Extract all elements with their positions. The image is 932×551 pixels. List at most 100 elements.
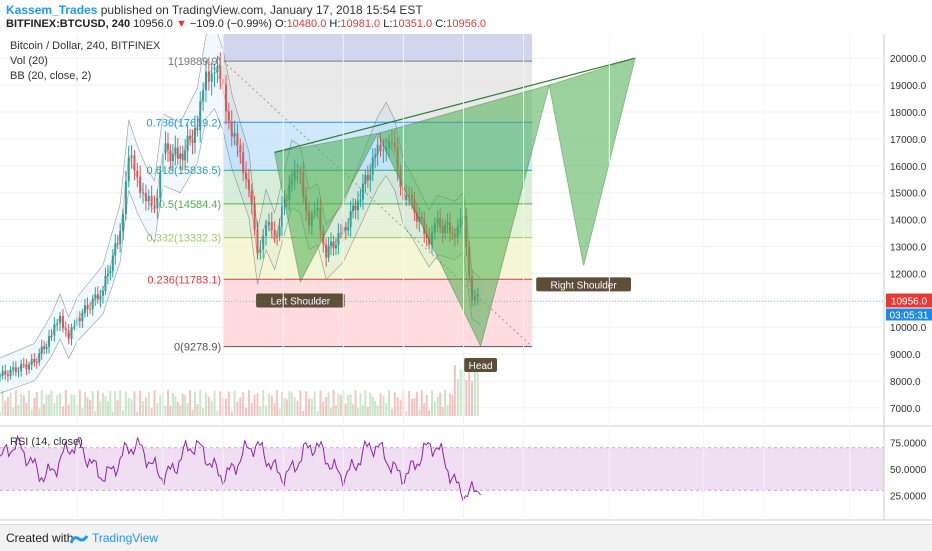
candle-body [43, 346, 46, 349]
volume-bar [302, 410, 305, 416]
candle-body [278, 226, 281, 236]
volume-bar [116, 400, 119, 416]
y-tick-label: 19000.0 [890, 81, 927, 92]
volume-bar [288, 391, 291, 416]
volume-bar [471, 381, 474, 416]
fib-level-label: 0(9278.9) [174, 342, 221, 354]
rsi-tick-label: 75.0000 [890, 439, 927, 450]
candle-body [91, 298, 94, 310]
volume-bar [415, 391, 418, 416]
volume-bar [171, 393, 174, 416]
volume-bar [354, 390, 357, 416]
bollinger-legend: BB (20, close, 2) [10, 70, 92, 82]
candle-body [189, 135, 192, 140]
volume-bar [259, 405, 262, 416]
volume-bar [33, 397, 36, 416]
volume-bar [104, 396, 107, 416]
low-label: L: [383, 18, 393, 30]
volume-bar [142, 400, 145, 416]
volume-bar [166, 390, 169, 416]
candle-body [14, 367, 17, 373]
candle-body [142, 192, 145, 194]
price-chart[interactable]: 20000.0 19000.0 18000.0 17000.0 16000.0 15000… [0, 23, 932, 537]
volume-bar [359, 393, 362, 416]
volume-bar [242, 392, 245, 416]
volume-bar [81, 407, 84, 416]
volume-bar [293, 397, 296, 416]
candle-body [124, 181, 127, 214]
volume-bar [202, 408, 205, 416]
close-value: 10956.0 [446, 18, 486, 30]
candle-body [253, 203, 256, 230]
volume-bar [313, 391, 316, 416]
volume-bar [305, 391, 308, 416]
chart-area[interactable]: 20000.0 19000.0 18000.0 17000.0 16000.0 15000… [0, 23, 932, 537]
volume-bar [376, 405, 379, 416]
candle-body [169, 150, 172, 162]
y-tick-label: 13000.0 [890, 243, 927, 254]
volume-bar [352, 404, 355, 416]
volume-bar [278, 408, 281, 416]
candle-body [122, 213, 125, 232]
publish-line: Kassem_Trades published on TradingView.c… [6, 3, 423, 17]
volume-bar [48, 394, 51, 416]
volume-bar [357, 408, 360, 416]
candle-body [174, 147, 177, 155]
candle-body [109, 271, 112, 274]
candle-body [17, 370, 20, 373]
candle-body [376, 144, 379, 155]
candle-body [339, 232, 342, 234]
author-link[interactable]: Kassem_Trades [6, 3, 98, 17]
volume-bar [267, 393, 270, 416]
volume-bar [0, 412, 1, 416]
quote-line: BITFINEX:BTCUSD, 240 10956.0 ▼ −109.0 (−… [6, 18, 486, 30]
volume-bar [101, 392, 104, 416]
volume-bar [35, 391, 38, 416]
candle-body [48, 336, 51, 347]
volume-bar [273, 403, 276, 416]
fib-zone-top [223, 34, 533, 62]
volume-bar [122, 410, 125, 416]
volume-bar [396, 397, 399, 416]
volume-bar [388, 390, 391, 416]
volume-bar [99, 401, 102, 416]
volume-bar [91, 391, 94, 416]
candle-body [233, 133, 236, 137]
candle-body [147, 195, 150, 201]
candle-body [89, 308, 92, 310]
last-price: 10956.0 [133, 18, 173, 30]
volume-legend: Vol (20) [10, 55, 48, 67]
publish-header: Kassem_Trades published on TradingView.c… [0, 0, 932, 34]
close-label: C: [435, 18, 447, 30]
candle-body [361, 183, 364, 200]
volume-bar [366, 406, 369, 416]
price-badge-value: 10956.0 [891, 297, 928, 308]
volume-bar [45, 394, 48, 416]
candle-body [70, 326, 73, 339]
volume-bar [253, 394, 256, 416]
candle-body [50, 335, 53, 337]
volume-bar [179, 404, 182, 416]
volume-bar [106, 401, 109, 416]
candle-body [73, 325, 76, 327]
candle-body [116, 243, 119, 245]
volume-bar [337, 393, 340, 416]
rsi-tick-label: 25.0000 [890, 491, 927, 502]
volume-bar [181, 393, 184, 416]
candle-body [83, 305, 86, 313]
tradingview-brand-link[interactable]: TradingView [92, 531, 159, 545]
volume-bar [441, 407, 444, 416]
volume-bar [256, 393, 259, 416]
volume-bar [227, 391, 230, 416]
y-tick-label: 16000.0 [890, 162, 927, 173]
volume-bar [330, 407, 333, 416]
timer-badge-value: 03:05:31 [890, 311, 929, 322]
candle-body [428, 237, 431, 245]
price-badge [886, 293, 932, 308]
fib-level-label: 0.786(17619.2) [147, 117, 222, 129]
volume-bar [109, 390, 112, 416]
volume-bar [9, 392, 12, 416]
volume-bar [191, 409, 194, 416]
candle-body [1, 370, 4, 376]
volume-bar [334, 404, 337, 416]
